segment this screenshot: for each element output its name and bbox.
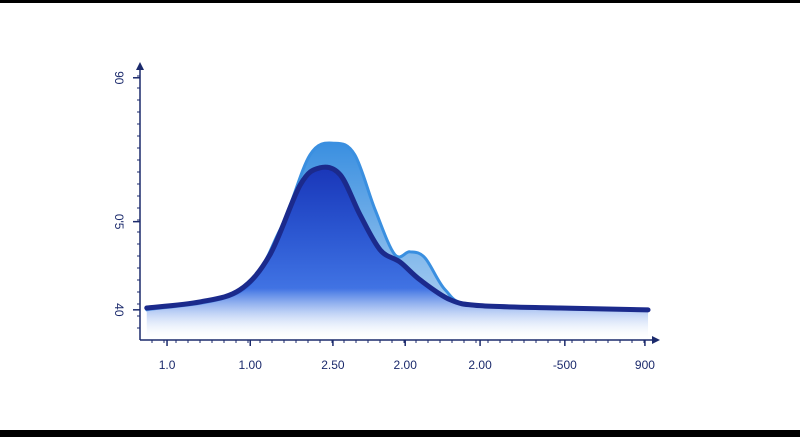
line <box>144 164 651 313</box>
x-tick-label: 2.50 <box>321 358 345 372</box>
x-tick-label: -500 <box>553 358 577 372</box>
x-tick-label: 1.0 <box>159 358 176 372</box>
y-tick-label: 40 <box>112 303 126 317</box>
x-tick-label: 2.00 <box>394 358 418 372</box>
x-tick-label: 2.00 <box>468 358 492 372</box>
y-tick-label: 0'5 <box>112 214 126 230</box>
x-tick-label: 1.00 <box>239 358 263 372</box>
frame-top <box>0 0 800 3</box>
frame-bottom <box>0 430 800 437</box>
x-tick-label: 900 <box>635 358 655 372</box>
y-tick-label: 90 <box>112 71 126 85</box>
y-arrow <box>136 62 144 70</box>
x-arrow <box>652 336 660 344</box>
area <box>146 167 649 340</box>
